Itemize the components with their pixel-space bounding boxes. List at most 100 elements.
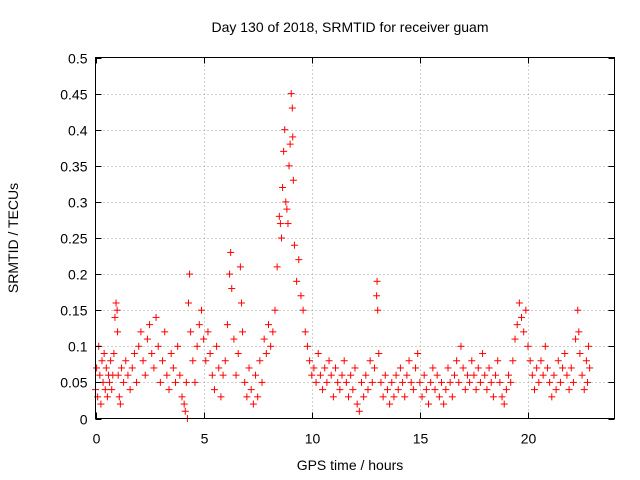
data-point [474, 364, 482, 372]
data-point [388, 378, 396, 386]
data-point [189, 357, 197, 365]
data-point [574, 306, 582, 314]
data-point [293, 277, 301, 285]
data-point [386, 400, 394, 408]
data-point [334, 378, 342, 386]
data-point [236, 263, 244, 271]
data-point [230, 335, 238, 343]
data-point [381, 371, 389, 379]
data-point [277, 234, 285, 242]
data-point [130, 350, 138, 358]
data-point [141, 371, 149, 379]
data-point [101, 386, 109, 394]
data-point [450, 371, 458, 379]
data-point [401, 393, 409, 401]
data-point [459, 364, 467, 372]
data-point [100, 350, 108, 358]
data-point [444, 364, 452, 372]
data-point [241, 378, 249, 386]
data-point [191, 378, 199, 386]
data-point [468, 357, 476, 365]
data-point [567, 364, 575, 372]
data-point [576, 350, 584, 358]
data-point [416, 378, 424, 386]
data-point [258, 378, 266, 386]
data-point [351, 364, 359, 372]
data-point [139, 357, 147, 365]
data-point [392, 371, 400, 379]
data-point [543, 364, 551, 372]
data-point [412, 364, 420, 372]
data-point [219, 371, 227, 379]
data-point [113, 306, 121, 314]
data-point [281, 126, 289, 134]
y-tick-label: 0.15 [60, 303, 87, 319]
data-point [407, 378, 415, 386]
data-point [442, 386, 450, 394]
y-tick-label: 0.35 [60, 159, 87, 175]
data-point [163, 371, 171, 379]
data-point [217, 393, 225, 401]
data-point [213, 342, 221, 350]
data-point [193, 342, 201, 350]
data-point [282, 198, 290, 206]
y-tick-label: 0.1 [68, 339, 88, 355]
data-point [585, 342, 593, 350]
data-point [301, 328, 309, 336]
data-point [556, 378, 564, 386]
data-point [379, 393, 387, 401]
data-point [169, 364, 177, 372]
data-point [314, 350, 322, 358]
data-point [108, 386, 116, 394]
data-point [466, 378, 474, 386]
data-point [172, 378, 180, 386]
data-point [509, 357, 517, 365]
data-point [180, 400, 188, 408]
data-point [502, 386, 510, 394]
x-tick-labels: 0 5 10 15 20 [93, 431, 537, 447]
x-tick-label: 10 [305, 431, 321, 447]
data-point [403, 371, 411, 379]
data-point [249, 400, 257, 408]
data-point [533, 364, 541, 372]
data-point [126, 386, 134, 394]
data-point [152, 313, 160, 321]
data-point [440, 400, 448, 408]
data-point [167, 350, 175, 358]
data-point [511, 335, 519, 343]
data-point [409, 386, 417, 394]
data-point [357, 378, 365, 386]
data-point [373, 277, 381, 285]
data-point [583, 378, 591, 386]
data-point [275, 212, 283, 220]
data-point [375, 350, 383, 358]
data-point [489, 393, 497, 401]
data-point [150, 364, 158, 372]
data-point [96, 371, 104, 379]
data-point [128, 364, 136, 372]
data-point [578, 371, 586, 379]
data-point [405, 357, 413, 365]
data-point [182, 378, 190, 386]
data-point [364, 386, 372, 394]
data-point [329, 393, 337, 401]
data-point [522, 306, 530, 314]
grid-lines [95, 57, 615, 419]
data-point [448, 393, 456, 401]
data-point [383, 386, 391, 394]
data-point [323, 378, 331, 386]
y-tick-label: 0.3 [68, 195, 88, 211]
data-point [98, 357, 106, 365]
data-point [366, 357, 374, 365]
data-point [535, 378, 543, 386]
data-point [548, 393, 556, 401]
data-point [120, 378, 128, 386]
data-point [117, 364, 125, 372]
data-point [515, 299, 523, 307]
data-point [115, 393, 123, 401]
data-point [338, 371, 346, 379]
y-tick-labels: 0 0.05 0.1 0.15 0.2 0.25 0.3 0.35 0.4 0.45 0.5 [60, 51, 87, 428]
data-point [112, 299, 120, 307]
data-point [438, 378, 445, 386]
